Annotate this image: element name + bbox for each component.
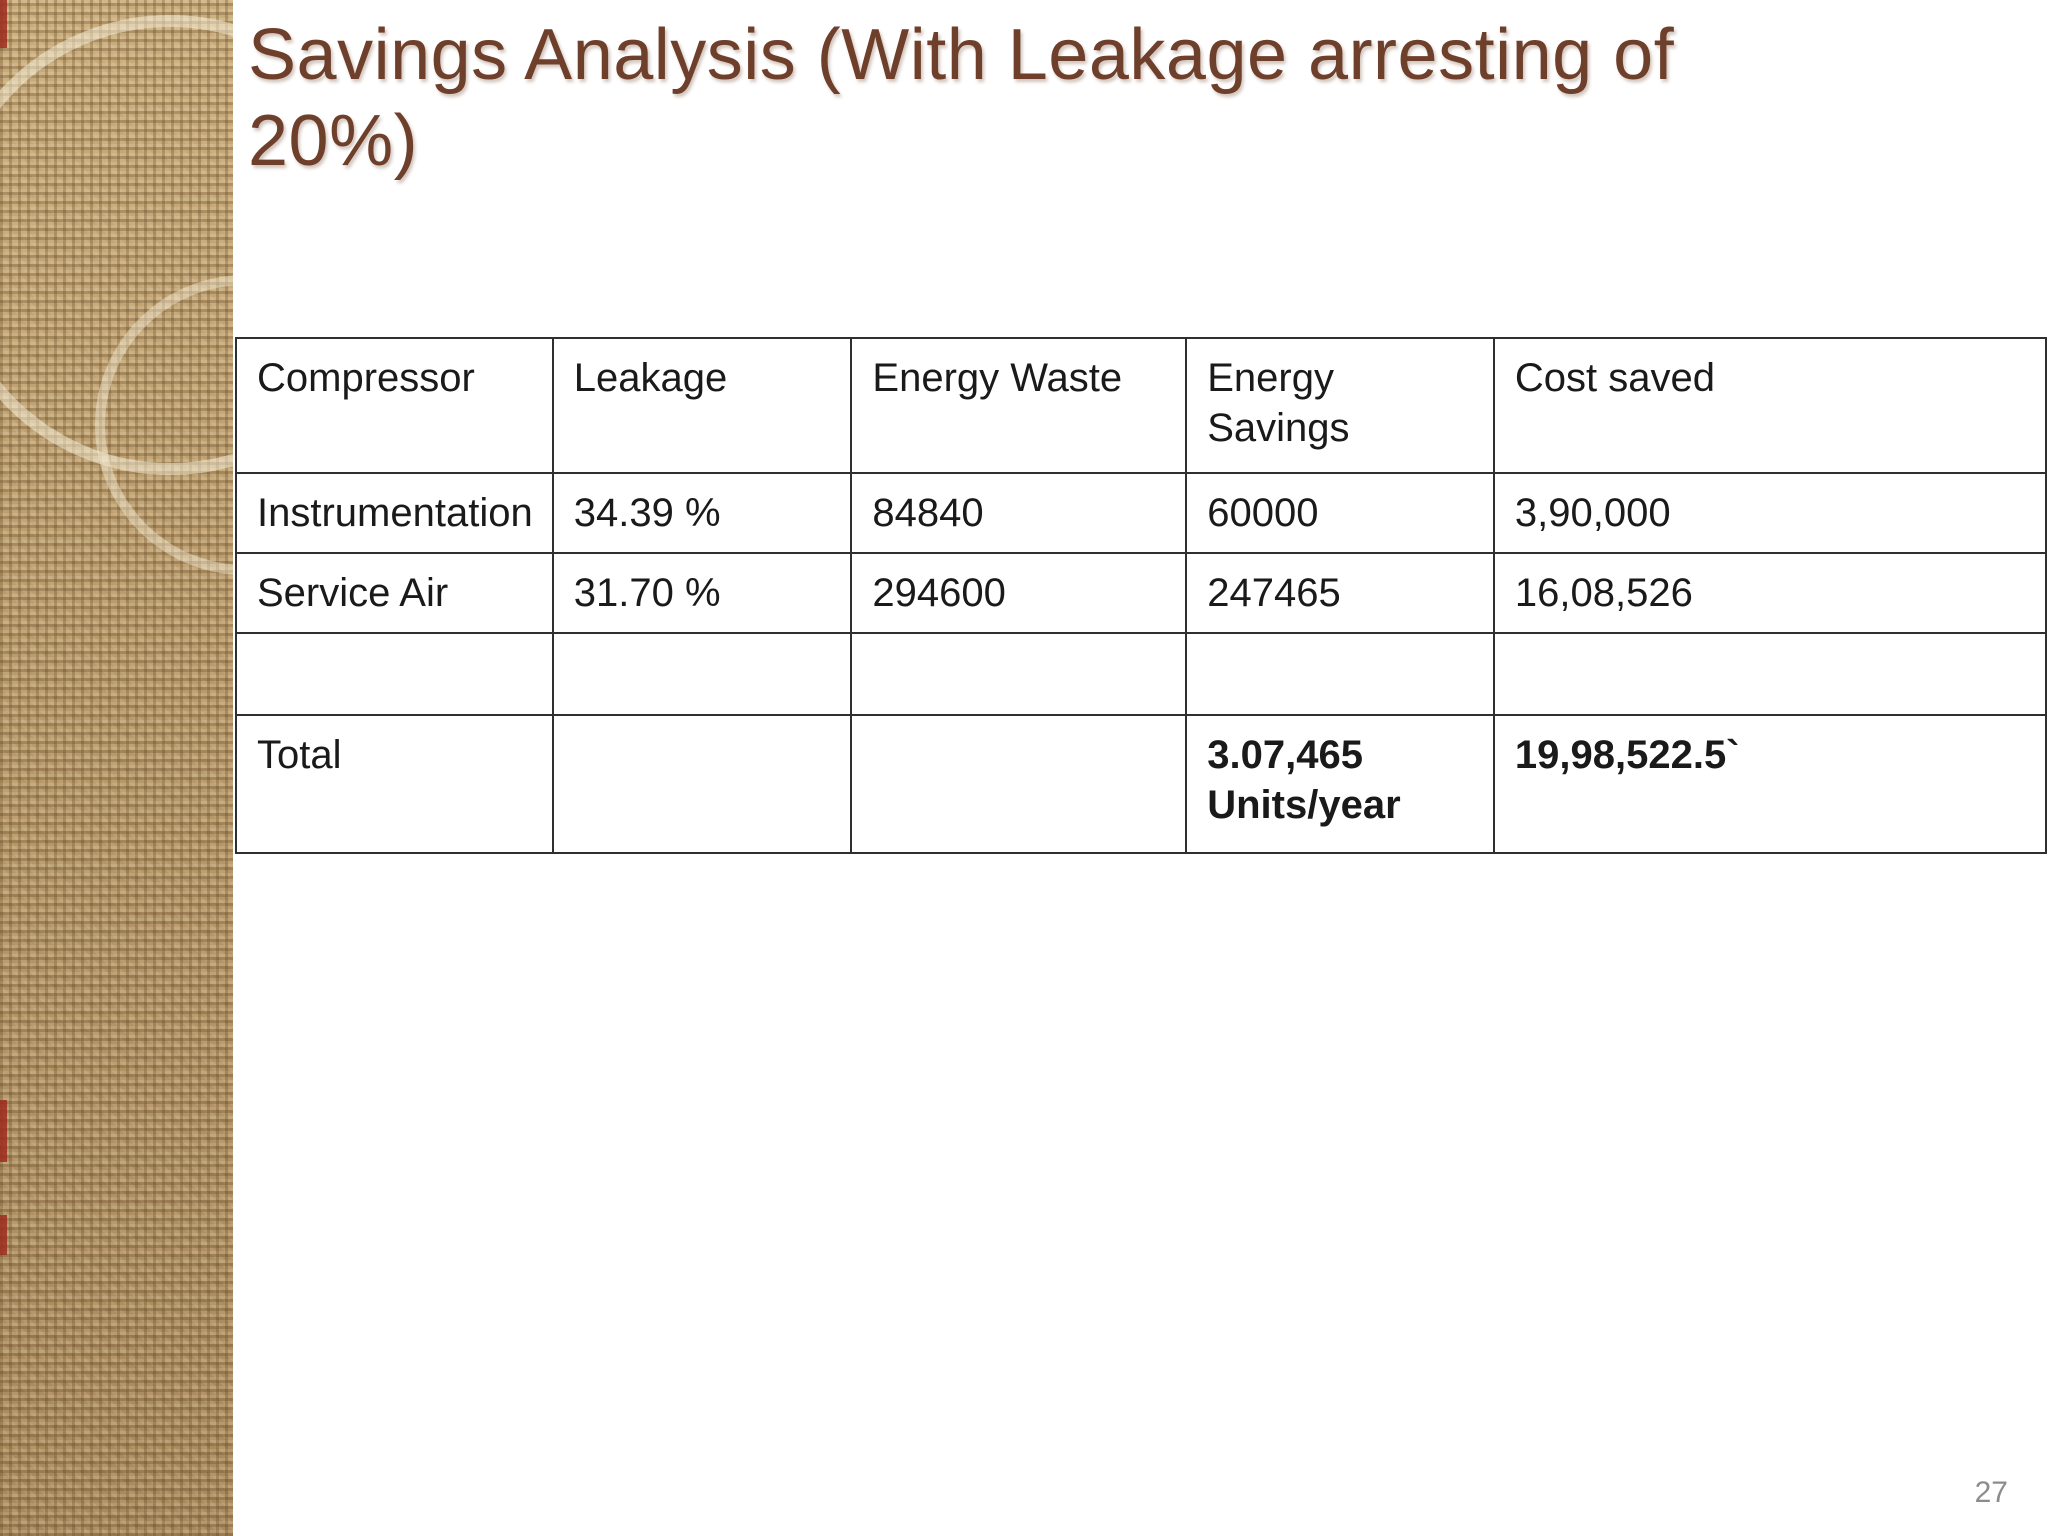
- slide-title: Savings Analysis (With Leakage arresting…: [248, 15, 1675, 182]
- table-cell: 3.07,465 Units/year: [1185, 714, 1495, 854]
- table-cell: [551, 714, 853, 854]
- table-row-instrumentation: Instrumentation 34.39 % 84840 60000 3,90…: [235, 472, 2048, 554]
- table-cell: [551, 632, 853, 716]
- table-cell: 16,08,526: [1492, 552, 2048, 634]
- table-cell: 3,90,000: [1492, 472, 2048, 554]
- table-cell: [1492, 632, 2048, 716]
- table-cell: 34.39 %: [551, 472, 853, 554]
- table-cell: [850, 714, 1188, 854]
- column-header-leakage: Leakage: [551, 337, 853, 474]
- table-row-total: Total 3.07,465 Units/year 19,98,522.5`: [235, 714, 2048, 854]
- table-row-service-air: Service Air 31.70 % 294600 247465 16,08,…: [235, 552, 2048, 634]
- column-header-cost-saved: Cost saved: [1492, 337, 2048, 474]
- table-cell: Service Air: [235, 552, 554, 634]
- page-number: 27: [1974, 1476, 2008, 1509]
- edge-artifact: [0, 0, 7, 48]
- table-cell: [850, 632, 1188, 716]
- table-cell: [235, 632, 554, 716]
- column-header-compressor: Compressor: [235, 337, 554, 474]
- table-cell: 60000: [1185, 472, 1495, 554]
- edge-artifact: [0, 1100, 7, 1162]
- table-cell: 247465: [1185, 552, 1495, 634]
- table-cell: 294600: [850, 552, 1188, 634]
- table-row-empty: [235, 632, 2048, 716]
- table-header-row: Compressor Leakage Energy Waste Energy S…: [235, 337, 2048, 474]
- table-cell: 31.70 %: [551, 552, 853, 634]
- table-cell: 19,98,522.5`: [1492, 714, 2048, 854]
- column-header-energy-savings: Energy Savings: [1185, 337, 1495, 474]
- savings-table: Compressor Leakage Energy Waste Energy S…: [235, 337, 2048, 854]
- column-header-energy-waste: Energy Waste: [850, 337, 1188, 474]
- left-texture-strip: [0, 0, 233, 1536]
- edge-artifact: [0, 1215, 7, 1255]
- table-cell: [1185, 632, 1495, 716]
- table-cell: 84840: [850, 472, 1188, 554]
- table-cell: Total: [235, 714, 554, 854]
- table-cell: Instrumentation: [235, 472, 554, 554]
